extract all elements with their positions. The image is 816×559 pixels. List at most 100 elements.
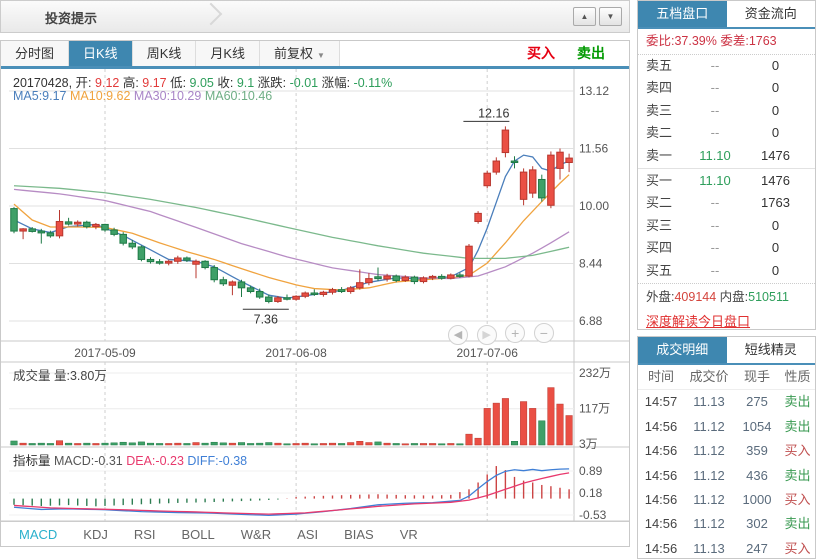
kline-tab[interactable]: 分时图 [1, 41, 70, 66]
candle [55, 220, 64, 237]
level-qty: 0 [771, 58, 780, 73]
orderbook-tab[interactable]: 资金流向 [726, 1, 815, 27]
volume-bar [392, 443, 400, 446]
trade-cell: 卖出 [784, 467, 811, 483]
volume-bar [383, 442, 391, 446]
volume-bar [265, 442, 273, 446]
text-segment: -0.01 [289, 76, 319, 90]
volume-label: 成交量 量:3.80万 [13, 365, 107, 384]
indicator-tab[interactable]: BOLL [181, 526, 215, 542]
volume-bar [83, 442, 91, 446]
axis-label: 0.89 [579, 464, 603, 478]
depth-link[interactable]: 深度解读今日盘口 [646, 313, 751, 329]
indicator-tab[interactable]: KDJ [83, 526, 108, 542]
axis-label: 0.18 [579, 486, 603, 500]
level-label: 卖一 [646, 147, 673, 163]
candle [73, 221, 82, 225]
text-segment: MA10:9.62 [66, 89, 131, 103]
text-segment: 9.1 [236, 76, 255, 90]
trade-cell: 14:57 [644, 394, 678, 410]
volume-bar [556, 403, 564, 446]
trade-cell: 14:56 [644, 418, 678, 434]
axis-label: 10.00 [579, 199, 609, 213]
volume-bar [501, 398, 509, 446]
trades-tab-bar: 成交明细 短线精灵 [638, 337, 815, 365]
trade-cell: 302 [746, 516, 768, 532]
kline-tab[interactable]: 前复权 ▼ [260, 41, 340, 66]
level-qty: 0 [771, 262, 780, 278]
level-qty: 1763 [761, 195, 790, 211]
dea-line [13, 472, 570, 515]
trade-links: 买入 卖出 [527, 41, 605, 66]
kline-tab-bar: 分时图 日K线 周K线 月K线 前复权 ▼ 买入 卖出 [1, 41, 629, 69]
candle [192, 260, 200, 265]
indicator-tab[interactable]: ASI [297, 526, 319, 542]
trade-cell: 11.12 [693, 418, 725, 434]
candle [110, 229, 118, 235]
volume-bar [319, 443, 327, 446]
kline-tab[interactable]: 周K线 [132, 41, 197, 66]
indicator-tab[interactable]: MACD [19, 526, 58, 542]
orderbook-tab-bar: 五档盘口 资金流向 [638, 1, 815, 29]
orderbook-tab[interactable]: 五档盘口 [638, 1, 727, 27]
orderbook-row: 卖二 -- 0 [638, 122, 815, 144]
trade-cell: 11.12 [693, 443, 725, 459]
trades-rows: 14:57 11.13 275 卖出 14:56 11.12 1054 卖出 14:56 11.1… [638, 390, 815, 559]
trade-cell: 275 [746, 394, 768, 410]
indicator-tab[interactable]: W&R [240, 526, 272, 542]
orderbook-row: 卖一 11.10 1476 [638, 145, 815, 167]
sell-link[interactable]: 卖出 [577, 45, 605, 61]
candle [37, 230, 46, 234]
trade-cell: 436 [746, 467, 768, 483]
volume-bar [183, 443, 191, 446]
pan-left-button[interactable]: ◀ [448, 325, 468, 345]
kline-tab[interactable]: 月K线 [196, 41, 261, 66]
scroll-up-button[interactable]: ▲ [573, 7, 596, 26]
text-segment: MACD:-0.31 [53, 454, 127, 468]
zoom-out-button[interactable]: − [533, 323, 554, 343]
axis-label: 2017-06-08 [265, 346, 327, 360]
trades-header: 时间 成交价 现手 性质 [638, 365, 815, 391]
text-segment: MA60:10.46 [201, 89, 273, 103]
candle [483, 172, 491, 187]
diff-line [13, 468, 570, 516]
trade-cell: 买入 [784, 540, 811, 556]
volume-bar [56, 440, 63, 446]
arrow-left-icon: ◀ [453, 329, 463, 341]
kline-tab[interactable]: 日K线 [69, 41, 133, 66]
candle [565, 157, 573, 164]
indicator-tab[interactable]: BIAS [344, 526, 374, 542]
volume-bar [28, 443, 36, 446]
text-segment: DIFF:-0.38 [187, 454, 248, 468]
volume-bar [10, 440, 18, 446]
trade-row: 14:56 11.12 359 买入 [638, 439, 815, 463]
scroll-down-button[interactable]: ▼ [599, 7, 622, 26]
orderbook-row: 卖五 -- 0 [638, 55, 815, 77]
trades-tab[interactable]: 短线精灵 [726, 337, 815, 363]
indicator-tab[interactable]: RSI [133, 526, 156, 542]
volume-bar [219, 442, 227, 446]
candle [228, 281, 237, 286]
candle [528, 169, 537, 194]
level-label: 买五 [646, 262, 673, 278]
orderbook-row: 买五 -- 0 [638, 260, 815, 282]
volume-bar [301, 442, 309, 446]
text-segment: MA5:9.17 [13, 89, 67, 103]
level-label: 买二 [646, 195, 673, 211]
volume-bar [410, 443, 418, 446]
plus-icon: + [511, 325, 520, 341]
trades-tab[interactable]: 成交明细 [638, 337, 727, 363]
zoom-in-button[interactable]: + [505, 323, 526, 343]
volume-bar [365, 442, 373, 446]
pan-right-button[interactable]: ▶ [476, 325, 497, 345]
volume-bar [238, 442, 245, 446]
text-segment: 指标量 [13, 454, 54, 468]
volume-bar [192, 442, 200, 446]
candle [428, 275, 437, 279]
indicator-tab[interactable]: VR [399, 526, 418, 542]
volume-bar [137, 441, 145, 446]
candle [155, 261, 164, 264]
trade-cell: 14:56 [644, 540, 678, 556]
buy-link[interactable]: 买入 [527, 45, 555, 61]
text-segment: 高: [119, 76, 143, 90]
